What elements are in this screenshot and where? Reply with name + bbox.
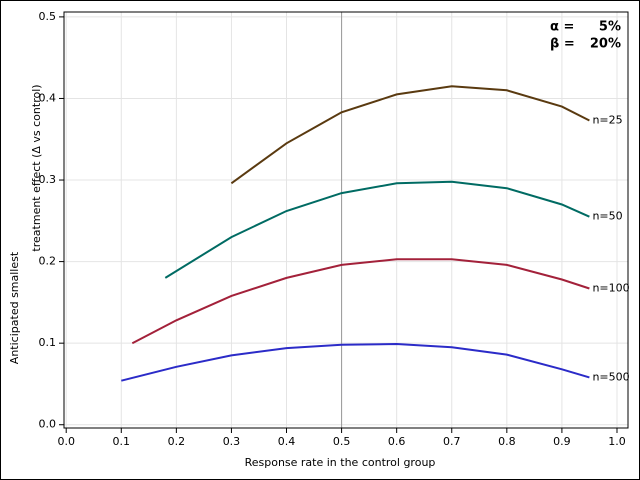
x-tick-label: 0.8 <box>498 435 516 448</box>
plot-frame <box>63 11 629 429</box>
annotation-label: β = <box>550 37 575 52</box>
x-tick-label: 0.6 <box>388 435 406 448</box>
x-tick-label: 0.5 <box>333 435 351 448</box>
y-axis-label: treatment effect (Δ vs control) <box>30 84 43 251</box>
y-tick-label: 0.0 <box>39 418 57 431</box>
y-axis-label: Anticipated smallest <box>8 251 21 364</box>
series-line <box>164 180 590 279</box>
y-tick-label: 0.3 <box>39 173 57 186</box>
y-tick-label: 0.2 <box>39 255 57 268</box>
series-line <box>121 342 590 382</box>
x-tick-label: 0.9 <box>553 435 571 448</box>
y-tick-label: 0.1 <box>39 336 57 349</box>
x-tick-label: 0.1 <box>113 435 131 448</box>
series-line <box>131 258 590 345</box>
annotation-label: α = <box>550 20 574 35</box>
annotation-value: 5% <box>599 20 621 35</box>
x-tick-label: 0.4 <box>278 435 296 448</box>
x-tick-label: 0.0 <box>57 435 75 448</box>
x-tick-label: 1.0 <box>608 435 626 448</box>
series-label: n=25 <box>592 113 622 126</box>
x-tick-label: 0.2 <box>168 435 186 448</box>
series-line <box>230 85 590 185</box>
x-tick-label: 0.7 <box>443 435 461 448</box>
series-label: n=50 <box>592 210 622 223</box>
x-axis-label: Response rate in the control group <box>245 456 436 469</box>
x-tick-label: 0.3 <box>223 435 241 448</box>
y-tick-label: 0.4 <box>39 91 57 104</box>
y-tick-label: 0.5 <box>39 10 57 23</box>
series-label: n=500 <box>592 370 629 383</box>
annotation-value: 20% <box>590 37 621 52</box>
series-label: n=100 <box>592 282 629 295</box>
